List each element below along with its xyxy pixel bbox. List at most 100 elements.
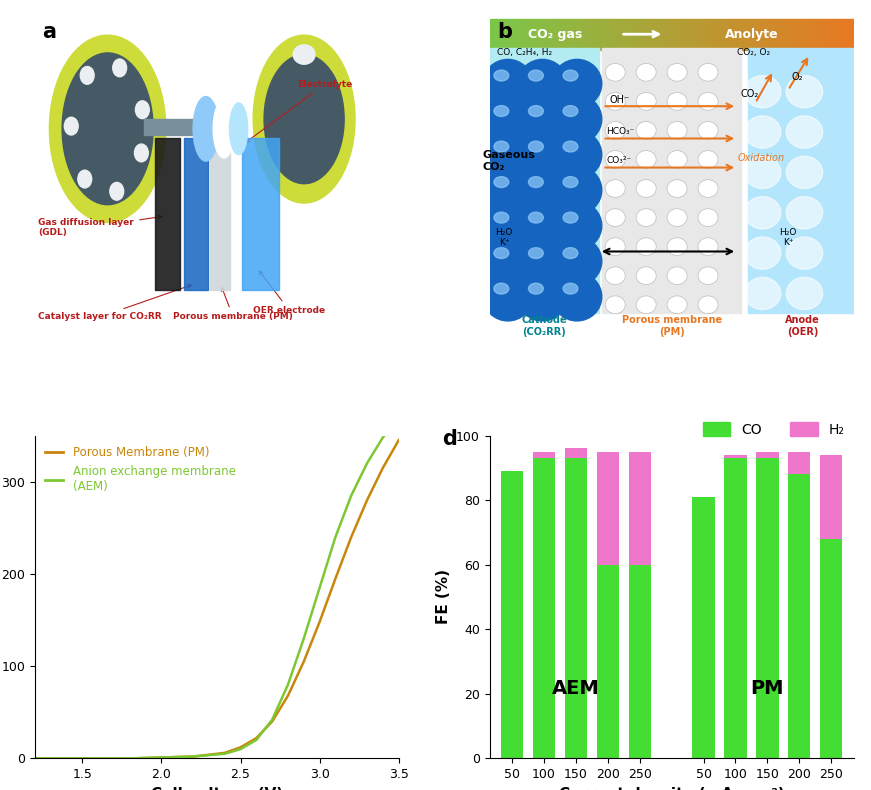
- Bar: [814, 19, 815, 50]
- Bar: [543, 19, 544, 50]
- Bar: [604, 19, 606, 50]
- Bar: [508, 19, 510, 50]
- Bar: [575, 19, 577, 50]
- Ellipse shape: [50, 36, 165, 223]
- Ellipse shape: [517, 130, 567, 179]
- Bar: [775, 19, 777, 50]
- Bar: [740, 19, 743, 50]
- Bar: [657, 19, 658, 50]
- Ellipse shape: [529, 213, 544, 223]
- Bar: [613, 19, 615, 50]
- Ellipse shape: [483, 59, 533, 107]
- Ellipse shape: [213, 100, 235, 158]
- Bar: [491, 19, 493, 50]
- Legend: Porous Membrane (PM), Anion exchange membrane
(AEM): Porous Membrane (PM), Anion exchange mem…: [41, 442, 240, 498]
- Bar: [663, 19, 665, 50]
- Bar: [841, 19, 842, 50]
- Bar: [541, 19, 543, 50]
- Bar: [783, 19, 785, 50]
- Ellipse shape: [636, 151, 656, 168]
- Bar: [845, 19, 847, 50]
- Ellipse shape: [698, 122, 718, 139]
- Bar: [837, 19, 839, 50]
- Bar: [788, 474, 811, 758]
- Bar: [608, 19, 610, 50]
- Text: CO₂, O₂: CO₂, O₂: [737, 48, 770, 57]
- Ellipse shape: [563, 141, 577, 152]
- Bar: [581, 19, 583, 50]
- Bar: [834, 19, 835, 50]
- Bar: [648, 19, 650, 50]
- Bar: [756, 458, 779, 758]
- Ellipse shape: [483, 273, 533, 321]
- Bar: [603, 19, 604, 50]
- Bar: [683, 19, 685, 50]
- Bar: [748, 48, 854, 313]
- Bar: [501, 19, 503, 50]
- Ellipse shape: [605, 296, 625, 314]
- Bar: [621, 19, 623, 50]
- Bar: [568, 19, 570, 50]
- Bar: [563, 19, 564, 50]
- Bar: [847, 19, 848, 50]
- Ellipse shape: [667, 209, 687, 227]
- Bar: [737, 19, 739, 50]
- Bar: [673, 19, 675, 50]
- Text: Cathode
(CO₂RR): Cathode (CO₂RR): [522, 315, 567, 337]
- Ellipse shape: [517, 95, 567, 143]
- Bar: [703, 19, 705, 50]
- Bar: [528, 19, 530, 50]
- Text: CO₂ gas: CO₂ gas: [528, 28, 583, 41]
- Text: Oxidation: Oxidation: [737, 153, 784, 163]
- Bar: [524, 19, 526, 50]
- Bar: [792, 19, 793, 50]
- Bar: [790, 19, 792, 50]
- Bar: [699, 19, 701, 50]
- Bar: [827, 19, 828, 50]
- Ellipse shape: [787, 76, 822, 107]
- Ellipse shape: [667, 179, 687, 198]
- Bar: [768, 19, 770, 50]
- Ellipse shape: [605, 63, 625, 81]
- Bar: [564, 449, 587, 458]
- Bar: [666, 19, 668, 50]
- Ellipse shape: [563, 177, 577, 187]
- Bar: [564, 458, 587, 758]
- Bar: [752, 19, 753, 50]
- Bar: [675, 19, 677, 50]
- Bar: [677, 19, 679, 50]
- Bar: [820, 539, 842, 758]
- Bar: [780, 19, 783, 50]
- Bar: [759, 19, 760, 50]
- Bar: [652, 19, 653, 50]
- Bar: [825, 19, 827, 50]
- Bar: [797, 19, 799, 50]
- Bar: [733, 19, 735, 50]
- Bar: [566, 19, 568, 50]
- Ellipse shape: [552, 201, 602, 250]
- Ellipse shape: [787, 237, 822, 269]
- Ellipse shape: [62, 53, 153, 205]
- Ellipse shape: [667, 63, 687, 81]
- Ellipse shape: [552, 166, 602, 214]
- Bar: [805, 19, 807, 50]
- Bar: [550, 19, 551, 50]
- Bar: [800, 19, 803, 50]
- Ellipse shape: [667, 92, 687, 111]
- Ellipse shape: [529, 141, 544, 152]
- Ellipse shape: [494, 247, 509, 258]
- Bar: [515, 19, 517, 50]
- Ellipse shape: [64, 117, 78, 135]
- Bar: [526, 19, 528, 50]
- Bar: [708, 19, 710, 50]
- Ellipse shape: [745, 76, 780, 107]
- Bar: [793, 19, 795, 50]
- Bar: [685, 19, 686, 50]
- Bar: [697, 19, 699, 50]
- Ellipse shape: [698, 151, 718, 168]
- Bar: [513, 19, 515, 50]
- Bar: [777, 19, 779, 50]
- Bar: [820, 455, 842, 539]
- Ellipse shape: [698, 267, 718, 284]
- Bar: [785, 19, 787, 50]
